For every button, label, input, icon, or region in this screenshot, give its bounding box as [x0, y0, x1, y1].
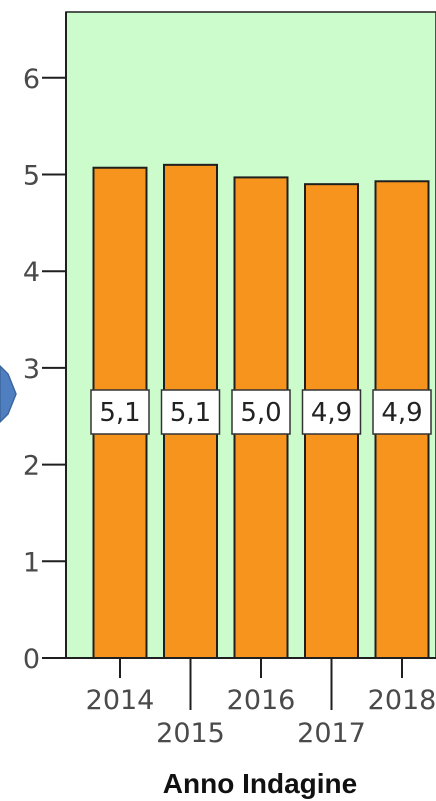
chevron-right-icon[interactable]	[0, 364, 17, 424]
x-tick-label: 2018	[368, 685, 436, 716]
data-label: 5,1	[170, 398, 211, 428]
y-tick-label: 0	[23, 644, 40, 675]
y-tick-label: 4	[23, 257, 40, 288]
data-label: 5,0	[240, 398, 281, 428]
x-tick-label: 2015	[156, 718, 225, 749]
y-tick-label: 1	[23, 547, 40, 578]
data-label-box	[372, 389, 432, 435]
x-axis-title: Anno Indagine	[163, 768, 357, 799]
data-label: 5,1	[99, 398, 140, 428]
data-label: 4,9	[381, 398, 422, 428]
data-label-box	[90, 389, 150, 435]
x-tick-label: 2016	[227, 685, 296, 716]
y-tick-label: 3	[23, 354, 40, 385]
data-labels-layer: 5,1 5,1 5,0 4,9 4,9	[90, 389, 432, 435]
data-label-box	[301, 389, 362, 435]
y-axis: 0 1 2 3 4 5 6	[23, 12, 67, 675]
data-label: 4,9	[311, 398, 352, 428]
x-tick-label: 2017	[297, 718, 366, 749]
y-tick-label: 6	[23, 64, 40, 95]
x-tick-label: 2014	[86, 685, 155, 716]
y-tick-label: 2	[23, 451, 40, 482]
data-label-box	[231, 389, 291, 435]
data-label-box	[160, 389, 221, 435]
y-tick-label: 5	[23, 161, 40, 192]
